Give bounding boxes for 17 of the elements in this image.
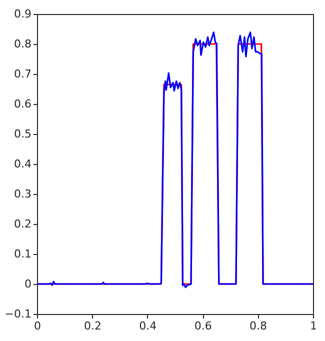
y-tick-label: 0.2 [14, 218, 32, 230]
y-tick-label: 0.1 [14, 248, 32, 260]
y-tick-label: 0.6 [14, 98, 32, 110]
y-tick-label: 0 [24, 278, 32, 290]
y-tick-label: 0.5 [14, 128, 32, 140]
x-tick-label: 0.8 [250, 320, 268, 332]
y-tick-label: 0.3 [14, 188, 32, 200]
x-tick-label: 0 [34, 320, 41, 332]
x-tick-label: 0.6 [194, 320, 212, 332]
y-tick-label: 0.4 [14, 158, 32, 170]
x-tick-label: 0.2 [84, 320, 102, 332]
x-tick-label: 1 [310, 320, 317, 332]
y-tick-label: 0.7 [14, 68, 32, 80]
y-tick-label: 0.8 [14, 38, 32, 50]
y-tick-label: 0.9 [14, 8, 32, 20]
x-tick-label: 0.4 [139, 320, 157, 332]
y-tick-label: −0.1 [4, 308, 32, 320]
